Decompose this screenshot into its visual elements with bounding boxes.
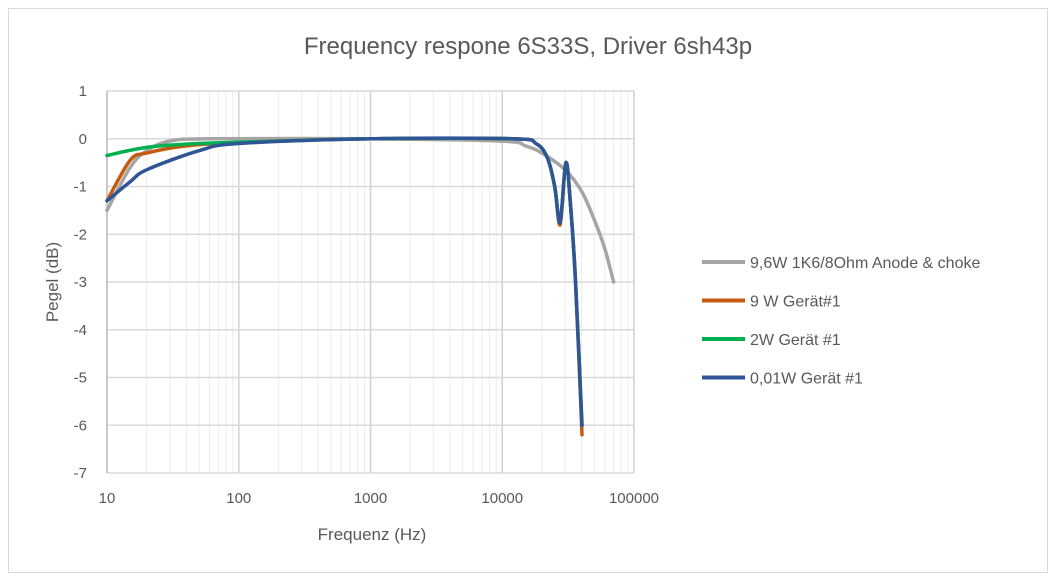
y-tick-label: 1 (79, 83, 87, 100)
x-axis-label: Frequenz (Hz) (318, 525, 427, 544)
y-tick-label: -1 (74, 179, 87, 196)
y-axis-label: Pegel (dB) (43, 242, 62, 322)
x-tick-label: 1000 (354, 490, 387, 507)
series-line-0 (105, 136, 616, 284)
legend-label-2: 2W Gerät #1 (750, 332, 841, 349)
chart-frame (8, 8, 1048, 573)
x-tick-label: 10 (99, 490, 116, 507)
x-tick-label: 10000 (481, 490, 523, 507)
chart-title: Frequency respone 6S33S, Driver 6sh43p (304, 33, 752, 60)
series-line-1 (105, 136, 584, 437)
x-tick-label: 100 (226, 490, 251, 507)
x-tick-label: 100000 (609, 490, 659, 507)
series-line-3 (105, 136, 584, 427)
y-tick-label: -7 (74, 465, 87, 482)
legend-label-3: 0,01W Gerät #1 (750, 371, 863, 388)
y-tick-label: -4 (74, 322, 87, 339)
y-tick-label: -3 (74, 274, 87, 291)
y-tick-label: -6 (74, 417, 87, 434)
legend-label-1: 9 W Gerät#1 (750, 294, 841, 311)
legend-label-0: 9,6W 1K6/8Ohm Anode & choke (750, 255, 980, 272)
y-tick-label: -2 (74, 226, 87, 243)
y-tick-label: -5 (74, 370, 87, 387)
y-tick-label: 0 (79, 131, 87, 148)
